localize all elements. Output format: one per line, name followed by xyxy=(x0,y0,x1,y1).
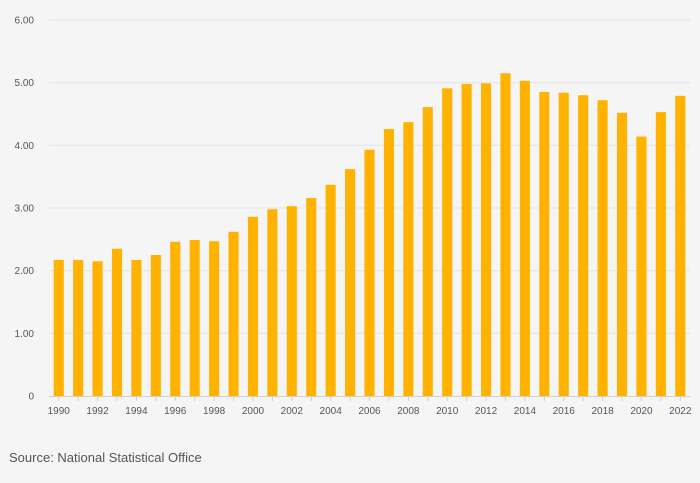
bar-2007 xyxy=(383,129,394,397)
x-tick-label: 2022 xyxy=(669,406,692,417)
bar-2006 xyxy=(364,149,375,396)
x-tick-label: 2018 xyxy=(591,406,614,417)
x-tick-label: 2004 xyxy=(320,406,343,417)
bar-1992 xyxy=(92,261,103,396)
bar-chart: 0 1.00 2.00 3.00 4.00 5.00 6.00 1990 1992 1994 199… xyxy=(15,16,692,418)
x-tick-label: 2006 xyxy=(358,406,381,417)
bar-2012 xyxy=(480,83,492,396)
bar-2009 xyxy=(422,107,433,397)
bar-2017 xyxy=(578,95,589,396)
x-tick-label: 2008 xyxy=(397,406,420,417)
y-tick-label: 4.00 xyxy=(15,141,35,152)
bar-1997 xyxy=(189,239,200,396)
bar-2014 xyxy=(519,80,530,396)
x-tick-label: 2014 xyxy=(514,406,537,417)
x-tick-label: 1996 xyxy=(164,406,187,417)
bar-1991 xyxy=(73,260,84,396)
y-tick-label: 1.00 xyxy=(15,329,35,340)
x-tick-label: 1994 xyxy=(125,406,148,417)
bar-2022 xyxy=(675,95,686,397)
y-tick-label: 5.00 xyxy=(15,78,35,89)
bar-2005 xyxy=(345,169,356,396)
axes: 0 1.00 2.00 3.00 4.00 5.00 6.00 1990 1992 1994 199… xyxy=(15,16,692,418)
bar-2010 xyxy=(442,88,453,396)
bars xyxy=(53,73,686,397)
x-tick-label: 2000 xyxy=(242,406,265,417)
bar-2004 xyxy=(325,184,336,396)
x-tick-label: 2002 xyxy=(281,406,304,417)
x-tick-label: 1992 xyxy=(86,406,109,417)
x-tick-label: 2020 xyxy=(630,406,653,417)
bar-2003 xyxy=(306,197,317,396)
bar-2015 xyxy=(539,92,550,397)
bar-2020 xyxy=(636,136,647,396)
bar-1996 xyxy=(170,241,181,396)
x-tick-label: 1990 xyxy=(48,406,71,417)
bar-1990 xyxy=(53,260,64,396)
bar-2011 xyxy=(461,83,472,397)
x-tick-label: 2012 xyxy=(475,406,498,417)
bar-1994 xyxy=(131,260,142,396)
bar-2016 xyxy=(558,92,569,397)
x-tick-label: 1998 xyxy=(203,406,226,417)
y-tick-label: 0 xyxy=(28,392,34,403)
y-tick-label: 6.00 xyxy=(15,16,35,27)
source-note: Source: National Statistical Office xyxy=(9,450,202,465)
bar-2019 xyxy=(616,112,628,396)
bar-1998 xyxy=(209,241,220,396)
x-tick-label: 2016 xyxy=(553,406,576,417)
bar-2013 xyxy=(500,73,511,397)
y-tick-label: 3.00 xyxy=(15,204,35,215)
bar-2000 xyxy=(247,216,259,396)
bar-2002 xyxy=(286,206,297,396)
bar-1995 xyxy=(150,255,161,396)
bar-2001 xyxy=(267,209,278,396)
y-tick-label: 2.00 xyxy=(15,266,35,277)
bar-2021 xyxy=(655,112,666,397)
bar-2018 xyxy=(597,100,608,397)
bar-2008 xyxy=(403,122,414,396)
bar-1999 xyxy=(228,231,239,396)
x-tick-label: 2010 xyxy=(436,406,459,417)
bar-1993 xyxy=(111,248,123,396)
